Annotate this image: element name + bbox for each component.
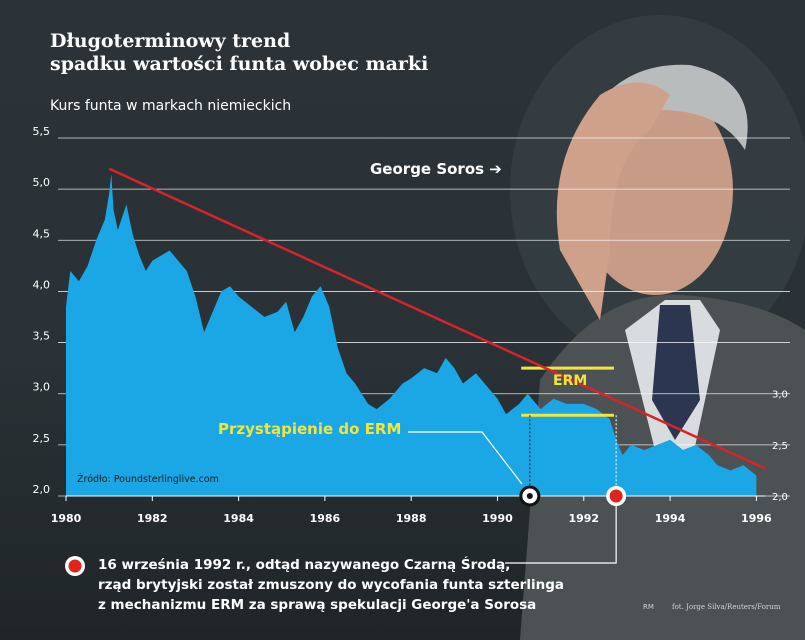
x-tick-label: 1994	[655, 512, 686, 525]
y-tick-label-right: 2,5	[772, 441, 788, 452]
footnote-line-3: z mechanizmu ERM za sprawą spekulacji Ge…	[98, 597, 537, 613]
y-tick-label-left: 2,5	[33, 432, 51, 445]
y-axis-label: Kurs funta w markach niemieckich	[50, 98, 292, 114]
footnote-bullet-dot	[68, 559, 82, 573]
y-tick-label-left: 5,5	[33, 125, 51, 138]
soros-label-text: George Soros	[370, 160, 485, 178]
y-tick-label-left: 3,5	[33, 330, 51, 343]
title-line-2: spadku wartości funta wobec marki	[50, 53, 429, 75]
x-tick-label: 1996	[741, 512, 772, 525]
x-tick-label: 1986	[310, 512, 341, 525]
y-tick-label-left: 5,0	[33, 176, 51, 189]
title-line-1: Długoterminowy trend	[50, 30, 291, 52]
y-tick-label-left: 4,5	[33, 227, 51, 240]
x-tick-label: 1990	[482, 512, 513, 525]
erm-entry-label: Przystąpienie do ERM	[218, 420, 402, 438]
y-tick-label-left: 4,0	[33, 278, 51, 291]
erm-entry-leader	[408, 431, 523, 485]
author-initials: RM	[643, 603, 654, 611]
photo-credit: fot. Jorge Silva/Reuters/Forum	[672, 603, 781, 611]
erm-exit-marker-dot	[609, 489, 623, 503]
footnote-line-2: rząd brytyjski został zmuszony do wycofa…	[98, 577, 564, 593]
x-tick-label: 1982	[137, 512, 168, 525]
chart-title: Długoterminowy trend spadku wartości fun…	[50, 30, 428, 76]
trend-line	[108, 167, 766, 470]
photo-hand	[556, 82, 670, 320]
y-tick-label-right: 3,0	[772, 390, 788, 401]
erm-exit-leader	[505, 500, 617, 564]
x-tick-label: 1992	[568, 512, 599, 525]
soros-label: George Soros ➔	[370, 160, 502, 178]
x-tick-label: 1984	[223, 512, 254, 525]
erm-label: ERM	[553, 373, 588, 389]
footnote: 16 września 1992 r., odtąd nazywanego Cz…	[98, 555, 564, 615]
y-tick-label-left: 3,0	[33, 381, 51, 394]
y-tick-label-right: 2,0	[772, 492, 788, 503]
arrow-right-icon: ➔	[489, 160, 502, 178]
source-note: Źródło: Poundsterlinglive.com	[77, 474, 219, 485]
photo-tie	[652, 305, 700, 440]
x-tick-label: 1988	[396, 512, 427, 525]
x-tick-label: 1980	[51, 512, 82, 525]
footnote-line-1: 16 września 1992 r., odtąd nazywanego Cz…	[98, 557, 511, 573]
erm-entry-marker-dot	[526, 493, 533, 499]
y-tick-label-left: 2,0	[33, 483, 51, 496]
